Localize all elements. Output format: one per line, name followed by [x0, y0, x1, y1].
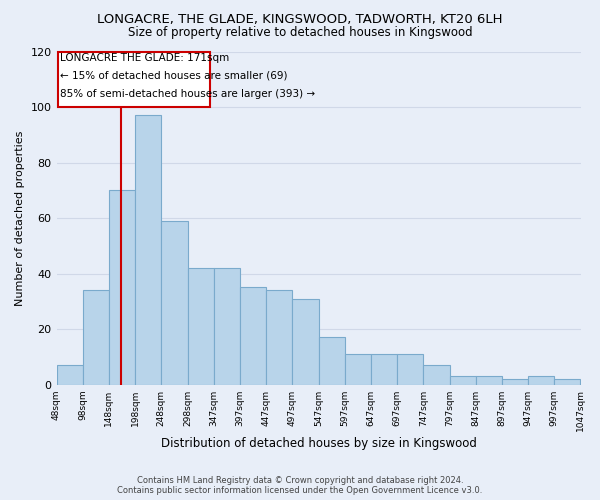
Bar — [528, 376, 554, 384]
Bar — [449, 376, 476, 384]
Bar — [161, 221, 188, 384]
X-axis label: Distribution of detached houses by size in Kingswood: Distribution of detached houses by size … — [161, 437, 476, 450]
Bar — [345, 354, 371, 384]
Bar — [502, 379, 528, 384]
Bar — [56, 365, 83, 384]
Text: Contains HM Land Registry data © Crown copyright and database right 2024.
Contai: Contains HM Land Registry data © Crown c… — [118, 476, 482, 495]
Bar — [371, 354, 397, 384]
Bar — [83, 290, 109, 384]
Bar — [397, 354, 424, 384]
Bar — [188, 268, 214, 384]
Bar — [292, 298, 319, 384]
Bar — [109, 190, 135, 384]
Bar — [319, 338, 345, 384]
Bar — [266, 290, 292, 384]
Bar — [135, 116, 161, 384]
Text: Size of property relative to detached houses in Kingswood: Size of property relative to detached ho… — [128, 26, 472, 39]
Text: 85% of semi-detached houses are larger (393) →: 85% of semi-detached houses are larger (… — [60, 89, 316, 99]
Bar — [214, 268, 240, 384]
Bar — [476, 376, 502, 384]
FancyBboxPatch shape — [58, 52, 209, 107]
Y-axis label: Number of detached properties: Number of detached properties — [15, 130, 25, 306]
Text: ← 15% of detached houses are smaller (69): ← 15% of detached houses are smaller (69… — [60, 71, 288, 81]
Text: LONGACRE, THE GLADE, KINGSWOOD, TADWORTH, KT20 6LH: LONGACRE, THE GLADE, KINGSWOOD, TADWORTH… — [97, 12, 503, 26]
Bar — [554, 379, 580, 384]
Bar — [240, 288, 266, 384]
Bar — [424, 365, 449, 384]
Text: LONGACRE THE GLADE: 171sqm: LONGACRE THE GLADE: 171sqm — [60, 53, 229, 63]
